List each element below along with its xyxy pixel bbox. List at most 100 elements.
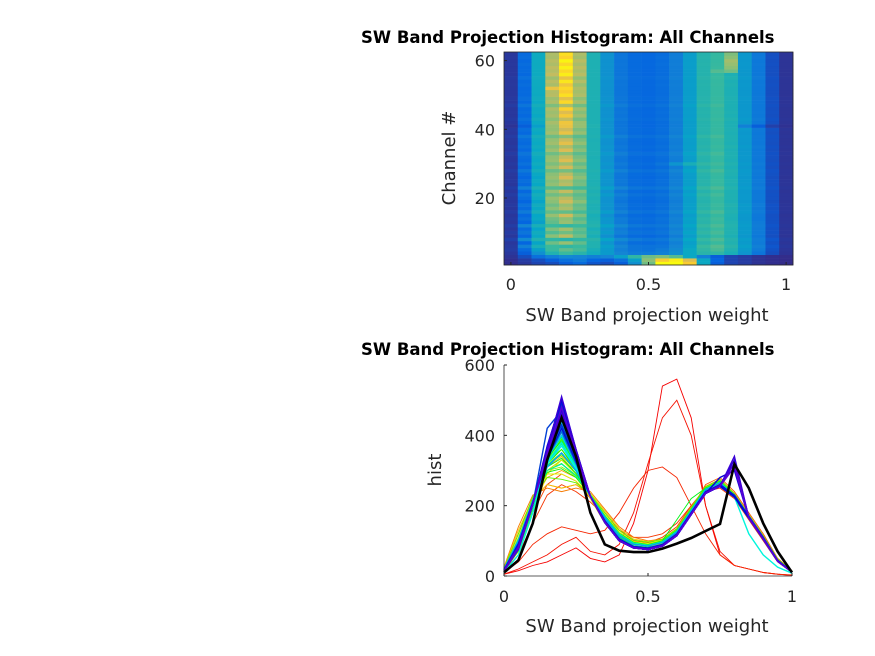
heatmap-cell <box>517 192 532 197</box>
heatmap-cell <box>641 254 656 259</box>
heatmap-cell <box>545 100 560 104</box>
heatmap-cell <box>586 72 601 77</box>
heatmap-cell <box>545 69 560 73</box>
heatmap-cell <box>572 62 587 67</box>
heatmap-cell <box>751 189 766 194</box>
heatmap-cell <box>641 168 656 173</box>
heatmap-cell <box>572 131 587 135</box>
heatmap-cell <box>614 93 629 97</box>
heatmap-cell <box>641 155 656 159</box>
heatmap-cell <box>545 185 560 190</box>
heatmap-cell <box>545 158 560 163</box>
heatmap-cell <box>779 158 794 163</box>
heatmap-cell <box>765 69 780 73</box>
heatmap-cell <box>627 234 642 238</box>
heatmap-cell <box>710 58 725 63</box>
heatmap-cell <box>600 96 615 101</box>
heatmap-cell <box>504 69 519 73</box>
heatmap-cell <box>572 216 587 221</box>
heatmap-cell <box>545 192 560 197</box>
heatmap-cell <box>751 137 766 142</box>
heatmap-cell <box>559 206 574 211</box>
heatmap-cell <box>696 76 711 80</box>
heatmap-cell <box>504 131 519 135</box>
heatmap-cell <box>696 172 711 176</box>
heatmap-cell <box>517 65 532 70</box>
heatmap-cell <box>724 261 739 266</box>
heatmap-cell <box>600 89 615 94</box>
heatmap-cell <box>669 185 684 190</box>
mean-line <box>503 413 794 574</box>
heatmap-cell <box>669 227 684 231</box>
heatmap-cell <box>751 127 766 132</box>
heatmap-cell <box>737 131 753 135</box>
heatmap-cell <box>696 223 711 228</box>
heatmap-cell <box>696 185 711 190</box>
heatmap-cell <box>627 172 642 176</box>
heatmap-cell <box>517 179 532 183</box>
heatmap-cell <box>559 93 574 97</box>
heatmap-cell <box>545 76 560 80</box>
heatmap-cell <box>779 117 794 122</box>
line-plot-x-tick-label: 0.5 <box>635 587 660 606</box>
heatmap-cell <box>545 179 560 183</box>
heatmap-cell <box>600 134 615 139</box>
heatmap-cell <box>531 100 546 104</box>
heatmap-cell <box>627 148 642 152</box>
heatmap-cell <box>641 182 656 187</box>
heatmap-cell <box>737 96 753 101</box>
heatmap-cell <box>765 227 780 231</box>
heatmap-cell <box>572 55 587 60</box>
heatmap-cell <box>627 206 642 211</box>
heatmap-cell <box>669 244 684 249</box>
heatmap-cell <box>724 117 739 122</box>
heatmap-cell <box>517 93 532 97</box>
heatmap-cell <box>586 58 601 63</box>
heatmap-cell <box>710 213 725 218</box>
heatmap-cell <box>586 141 601 146</box>
heatmap-cell <box>751 131 766 135</box>
heatmap-cell <box>545 62 560 67</box>
heatmap-cell <box>696 254 711 259</box>
heatmap-cell <box>627 247 642 252</box>
heatmap-cell <box>531 113 546 118</box>
heatmap-cell <box>779 210 794 214</box>
heatmap-cell <box>724 55 739 60</box>
heatmap-cell <box>627 76 642 80</box>
heatmap-cell <box>696 237 711 242</box>
heatmap-cell <box>737 240 753 245</box>
heatmap-cell <box>724 79 739 84</box>
heatmap-cell <box>696 134 711 139</box>
heatmap-cell <box>545 86 560 91</box>
heatmap-cell <box>572 110 587 115</box>
heatmap-cell <box>710 69 725 73</box>
heatmap-cell <box>559 113 574 118</box>
heatmap-cell <box>669 234 684 238</box>
heatmap-cell <box>655 110 670 115</box>
heatmap-cell <box>559 72 574 77</box>
heatmap-cell <box>517 227 532 231</box>
heatmap-cell <box>572 79 587 84</box>
heatmap-cell <box>710 144 725 149</box>
heatmap-cell <box>545 120 560 125</box>
heatmap-cell <box>737 93 753 97</box>
heatmap-cell <box>737 230 753 235</box>
heatmap-cell <box>669 69 684 73</box>
heatmap-cell <box>531 155 546 159</box>
heatmap-cell <box>751 230 766 235</box>
heatmap-cell <box>531 65 546 70</box>
heatmap-cell <box>751 244 766 249</box>
heatmap-cell <box>627 55 642 60</box>
heatmap-cell <box>504 185 519 190</box>
heatmap-cell <box>682 244 697 249</box>
heatmap-cell <box>696 110 711 115</box>
heatmap-cell <box>614 86 629 91</box>
heatmap-cell <box>765 223 780 228</box>
heatmap-cell <box>779 196 794 201</box>
heatmap-cell <box>572 155 587 159</box>
heatmap-cell <box>724 258 739 262</box>
heatmap-cell <box>669 55 684 60</box>
heatmap-cell <box>696 230 711 235</box>
heatmap-cell <box>641 55 656 60</box>
heatmap-cell <box>682 124 697 128</box>
